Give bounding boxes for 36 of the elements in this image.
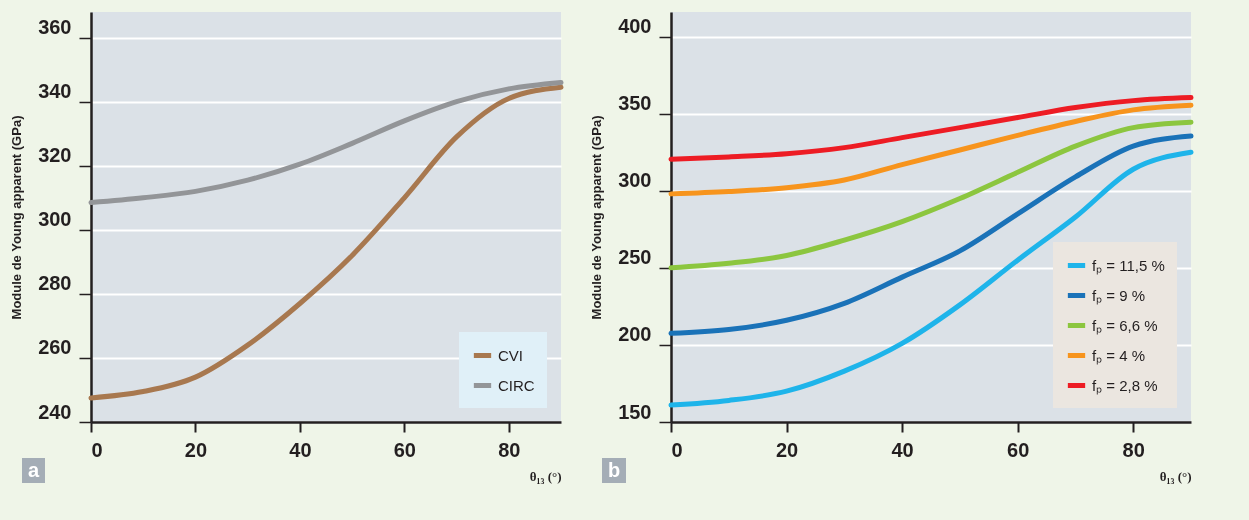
- text: b: [602, 458, 627, 483]
- legend-label: CIRC: [498, 376, 535, 394]
- x-tick-label: 20: [775, 438, 799, 461]
- y-tick-label: 350: [618, 92, 652, 115]
- y-tick-label: 200: [618, 323, 652, 346]
- y-tick-label: 240: [38, 400, 72, 423]
- x-tick-label: 60: [1007, 438, 1030, 461]
- y-tick-label: 150: [618, 400, 652, 423]
- x-tick-label: 20: [184, 438, 208, 461]
- x-tick-label: 40: [289, 438, 312, 461]
- y-tick-label: 300: [618, 169, 652, 192]
- y-axis-title: Module de Young apparent (GPa): [589, 115, 605, 320]
- legend-label: fₚ = 9 %: [1092, 286, 1146, 305]
- y-tick-label: 360: [38, 16, 72, 39]
- y-tick-label: 300: [38, 208, 72, 231]
- x-tick-label: 80: [1122, 438, 1145, 461]
- x-axis-title: θ₁₃ (°): [529, 468, 562, 484]
- x-axis-title: θ₁₃ (°): [1159, 468, 1192, 484]
- y-tick-label: 320: [38, 144, 72, 167]
- y-tick-label: 340: [38, 80, 72, 103]
- legend-label: fₚ = 6,6 %: [1092, 316, 1158, 335]
- x-tick-label: 0: [671, 438, 683, 461]
- y-tick-label: 250: [618, 246, 652, 269]
- legend-label: fₚ = 11,5 %: [1092, 256, 1165, 275]
- y-tick-label: 280: [38, 272, 72, 295]
- y-axis-title: Module de Young apparent (GPa): [9, 115, 25, 320]
- y-tick-label: 260: [38, 336, 72, 359]
- x-tick-label: 40: [891, 438, 914, 461]
- x-tick-label: 0: [91, 438, 103, 461]
- legend-label: fₚ = 2,8 %: [1092, 376, 1158, 395]
- x-tick-label: 60: [393, 438, 416, 461]
- y-tick-label: 400: [618, 15, 652, 38]
- legend-label: CVI: [498, 346, 524, 364]
- legend-label: fₚ = 4 %: [1092, 346, 1146, 365]
- x-tick-label: 80: [498, 438, 521, 461]
- text: a: [22, 458, 46, 483]
